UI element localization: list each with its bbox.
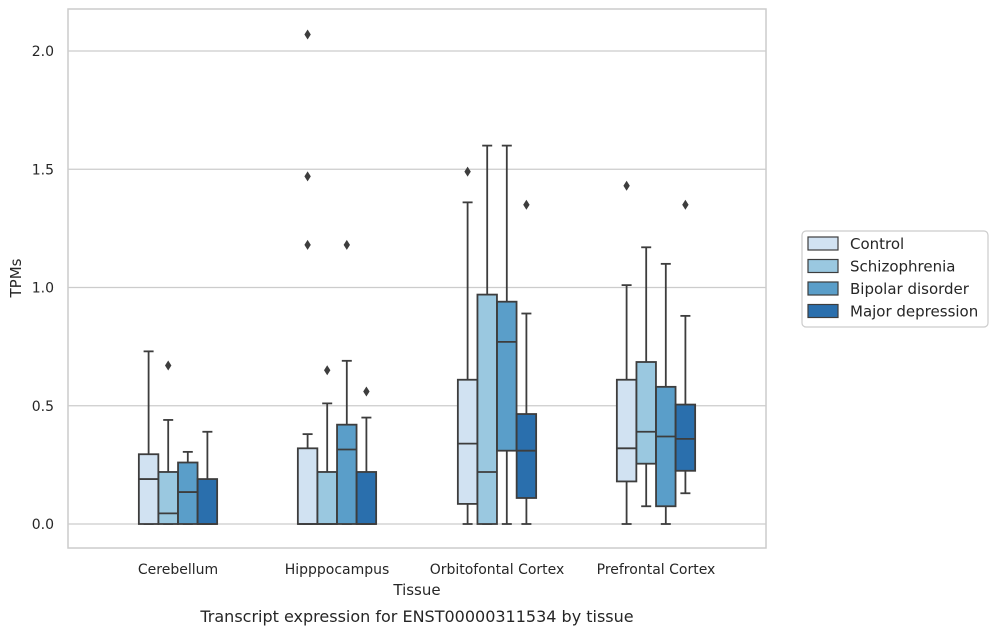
outlier-point — [304, 239, 311, 250]
y-tick-label: 1.5 — [32, 162, 54, 178]
outlier-point — [343, 239, 350, 250]
outlier-point — [682, 199, 689, 210]
box — [456, 166, 479, 525]
box-rect — [635, 361, 657, 465]
outlier-point — [324, 365, 331, 376]
legend-label: Major depression — [850, 303, 978, 321]
box-rect — [177, 461, 199, 525]
outlier-point — [165, 360, 172, 371]
box-rect — [456, 378, 479, 505]
box — [635, 246, 657, 508]
box — [157, 360, 179, 525]
series-control — [137, 29, 638, 525]
y-axis-ticks: 0.0 0.5 1.0 1.5 2.0 — [32, 44, 54, 533]
box-rect — [355, 471, 378, 525]
y-tick-label: 2.0 — [32, 44, 54, 60]
box-rect — [496, 300, 518, 452]
legend-label: Schizophrenia — [850, 258, 955, 276]
series-bipolar-disorder — [177, 144, 677, 525]
legend: Control Schizophrenia Bipolar disorder Majo… — [801, 230, 989, 328]
legend-swatch — [807, 303, 839, 319]
box-rect — [137, 453, 160, 525]
chart-caption: Transcript expression for ENST0000031153… — [199, 607, 633, 626]
box-rect — [336, 423, 358, 525]
y-tick-label: 0.0 — [32, 517, 54, 533]
x-tick-label: Orbitofontal Cortex — [430, 562, 565, 578]
x-tick-label: Hipppocampus — [285, 562, 390, 578]
y-tick-label: 0.5 — [32, 399, 54, 415]
y-axis-label: TPMs — [7, 258, 25, 298]
outlier-point — [304, 171, 311, 182]
outlier-point — [464, 166, 471, 177]
box — [296, 29, 319, 525]
box — [355, 386, 378, 525]
box-rect — [196, 478, 219, 525]
box-rect — [316, 471, 338, 525]
box — [615, 180, 638, 525]
outlier-point — [623, 180, 630, 191]
y-tick-label: 1.0 — [32, 281, 54, 297]
box — [196, 430, 219, 525]
box — [137, 350, 160, 525]
box-rect — [674, 403, 697, 472]
outlier-point — [523, 199, 530, 210]
box — [476, 144, 498, 525]
box-rect — [615, 378, 638, 483]
legend-label: Control — [850, 235, 904, 253]
x-axis-ticks: Cerebellum Hipppocampus Orbitofontal Corte… — [138, 562, 715, 578]
box-rect — [296, 447, 319, 525]
box-rect — [515, 413, 538, 499]
legend-swatch — [807, 236, 839, 251]
boxes-layer — [137, 29, 697, 525]
box — [515, 199, 538, 525]
box-rect — [157, 471, 179, 525]
series-major-depression — [196, 199, 697, 525]
box — [496, 144, 518, 525]
series-schizophrenia — [157, 144, 657, 525]
outlier-point — [304, 29, 311, 40]
box — [316, 365, 338, 525]
box-rect — [655, 385, 677, 508]
x-tick-label: Prefrontal Cortex — [597, 562, 716, 578]
box — [177, 450, 199, 525]
box — [336, 239, 358, 525]
legend-frame — [801, 230, 989, 328]
legend-swatch — [807, 258, 839, 274]
box-rect — [476, 293, 498, 525]
box — [655, 262, 677, 525]
plot-area-frame — [67, 8, 767, 549]
legend-swatch — [807, 281, 839, 296]
legend-label: Bipolar disorder — [850, 280, 970, 298]
outlier-point — [363, 386, 370, 397]
box — [674, 199, 697, 495]
x-tick-label: Cerebellum — [138, 562, 218, 578]
x-axis-label: Tissue — [392, 581, 440, 599]
